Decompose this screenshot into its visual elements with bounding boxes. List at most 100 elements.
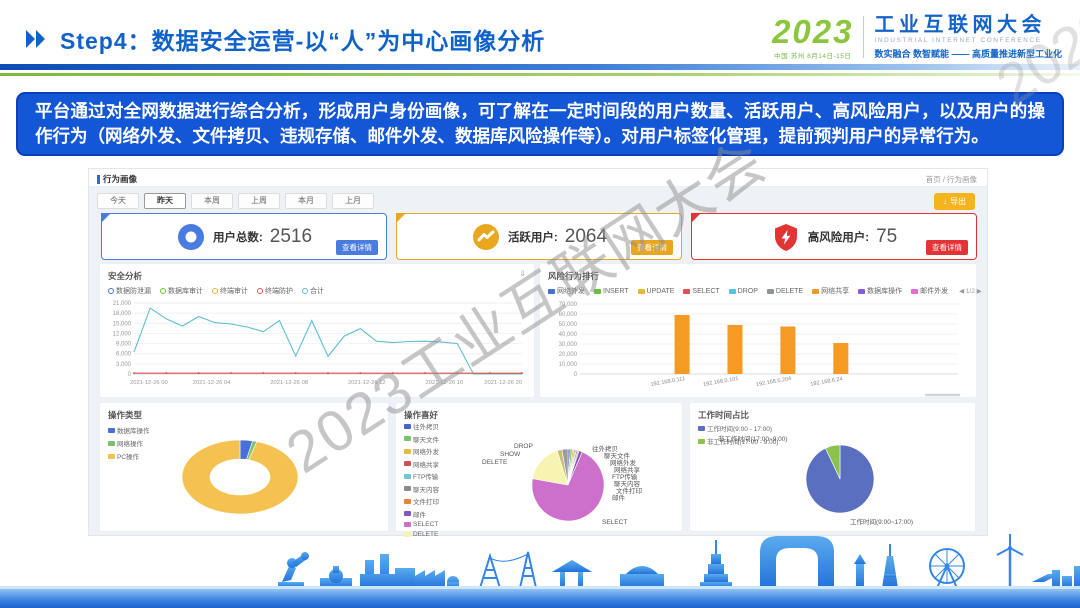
legend-item[interactable]: UPDATE [637,288,674,295]
legend-item[interactable]: 邮件 [404,509,439,519]
legend-marker [404,436,411,441]
svg-text:2021-12-26 04: 2021-12-26 04 [193,380,231,386]
tab-上周[interactable]: 上周 [238,193,280,209]
legend-label: 网络共享 [413,461,439,469]
view-details-button[interactable]: 查看详情 [336,240,378,255]
legend-item[interactable]: SELECT [683,287,720,295]
legend-marker [728,288,736,294]
legend-marker [404,498,411,504]
divider-green [0,73,1080,76]
svg-text:30,000: 30,000 [559,342,578,348]
legend-item[interactable]: 数据库审计 [160,286,203,296]
line-chart-legend: 数据防泄漏 数据库审计 终端审计 终端防护 合计 [100,284,534,298]
legend-label: 数据库操作 [117,428,150,435]
legend-label: 数据防泄漏 [116,288,151,295]
tab-昨天[interactable]: 昨天 [144,193,186,209]
pie-callout-label: 网络共享 [614,467,640,474]
tab-本月[interactable]: 本月 [285,193,327,209]
legend-item[interactable]: 终端防护 [257,286,293,296]
pie-callout-label: 文件打印 [616,488,642,495]
legend-label: 网络操作 [117,441,143,448]
svg-text:3,000: 3,000 [116,362,132,368]
bar-chart-legend: 网络外发 INSERT UPDATE SELECT DROP DELETE 网络共享 数据库操… [540,284,982,298]
legend-item[interactable]: 文件打印 [404,496,439,506]
divider-blue [0,64,1080,70]
card-label: 用户总数: [212,231,263,244]
pie-callout-label: SHOW [500,451,521,458]
legend-item[interactable]: 数据防泄漏 [108,286,151,296]
download-chart-icon[interactable]: ⇓ [519,269,526,278]
legend-item[interactable]: 聊天文件 [404,434,439,444]
legend-item[interactable]: 合计 [302,286,324,296]
legend-label: SELECT [692,287,720,295]
legend-marker [637,288,645,294]
legend-item[interactable]: SELECT [404,521,439,528]
svg-text:21,000: 21,000 [113,301,132,307]
export-button[interactable]: ↓ 导出 [934,193,975,210]
svg-text:2021-12-26 08: 2021-12-26 08 [270,380,308,386]
pie-slice-DROP[interactable] [561,448,569,486]
pie-callout-label: FTP传输 [612,474,638,481]
view-details-button[interactable]: 查看详情 [631,240,673,255]
view-details-button[interactable]: 查看详情 [926,240,968,255]
legend-item[interactable]: 工作时间(9:00 - 17:00) [698,423,779,433]
legend-label: 网络共享 [821,288,850,295]
legend-label: 终端审计 [220,288,248,295]
legend-item[interactable]: 往外拷贝 [404,421,439,431]
panel-risk-behavior: 风险行为排行 网络外发 INSERT UPDATE SELECT DROP DELETE 网… [539,263,982,398]
legend-item[interactable]: 聊天内容 [404,484,439,494]
legend-label: 聊天内容 [413,486,439,494]
legend-label: 邮件 [413,511,426,519]
legend-item[interactable]: 终端审计 [212,286,248,296]
pie-callout-label: SELECT [602,519,628,526]
legend-pagination[interactable]: ◀ 1/2 ▶ [959,288,982,295]
svg-text:70,000: 70,000 [559,302,578,308]
legend-item[interactable]: 数据库操作 [108,425,150,435]
svg-text:2021-12-26 00: 2021-12-26 00 [130,380,168,386]
legend-marker [160,288,166,294]
tab-本周[interactable]: 本周 [191,193,233,209]
tab-今天[interactable]: 今天 [97,193,139,209]
svg-text:15,000: 15,000 [113,321,132,327]
logo-slogan: 数实融合 数智赋能 —— 高质量推进新型工业化 [874,49,1062,59]
pie-slice-PC操作[interactable] [181,439,299,515]
card-corner [691,213,701,223]
legend-item[interactable]: DROP [728,288,758,295]
legend-marker [257,288,263,294]
legend-item[interactable]: 网络共享 [404,459,439,469]
svg-text:192.168.0.204: 192.168.0.204 [756,376,792,388]
logo-title-en: INDUSTRIAL INTERNET CONFERENCE [874,37,1042,44]
svg-text:50,000: 50,000 [559,322,578,328]
legend-label: 非工作时间(17:00 - 9:00) [707,439,779,446]
pie-callout-label: 网络外发 [610,460,636,467]
tab-上月[interactable]: 上月 [332,193,374,209]
pie-slice-非工作时间(17:00~9:00)[interactable] [825,444,841,480]
double-arrow-icon [26,30,45,48]
title-marker [97,174,100,184]
legend-item[interactable]: PC操作 [108,451,150,461]
legend-item[interactable]: INSERT [594,288,629,295]
legend-item[interactable]: 网络操作 [108,438,150,448]
legend-item[interactable]: 网络外发 [548,286,585,296]
pie-callout-label: 工作时间(9:00~17:00) [850,519,914,526]
legend-marker [404,448,411,454]
pie-slice-SELECT[interactable] [531,451,605,522]
panel-title: 操作类型 [108,410,143,420]
legend-item[interactable]: 非工作时间(17:00 - 9:00) [698,436,779,446]
legend-label: 文件打印 [413,499,439,506]
legend-item[interactable]: DELETE [766,287,804,295]
legend-item[interactable]: 网络外发 [404,446,439,456]
donut-legend: 数据库操作网络操作 PC操作 [108,425,150,461]
legend-item[interactable]: 邮件外发 [911,286,948,296]
svg-text:192.168.0.111: 192.168.0.111 [650,376,685,388]
legend-marker [404,461,411,466]
legend-item[interactable]: 网络共享 [812,286,849,296]
card-body: 活跃用户: 2064 [397,214,681,259]
dashboard-page-title-text: 行为画像 [103,174,138,184]
legend-item[interactable]: FTP传输 [404,471,439,481]
legend-item[interactable]: 数据库操作 [858,286,902,296]
legend-item[interactable]: DELETE [404,531,439,538]
logo-year: 2023 [772,12,854,50]
legend-label: DELETE [775,287,804,295]
description-banner: 平台通过对全网数据进行综合分析，形成用户身份画像，可了解在一定时间段的用户数量、… [16,92,1064,156]
